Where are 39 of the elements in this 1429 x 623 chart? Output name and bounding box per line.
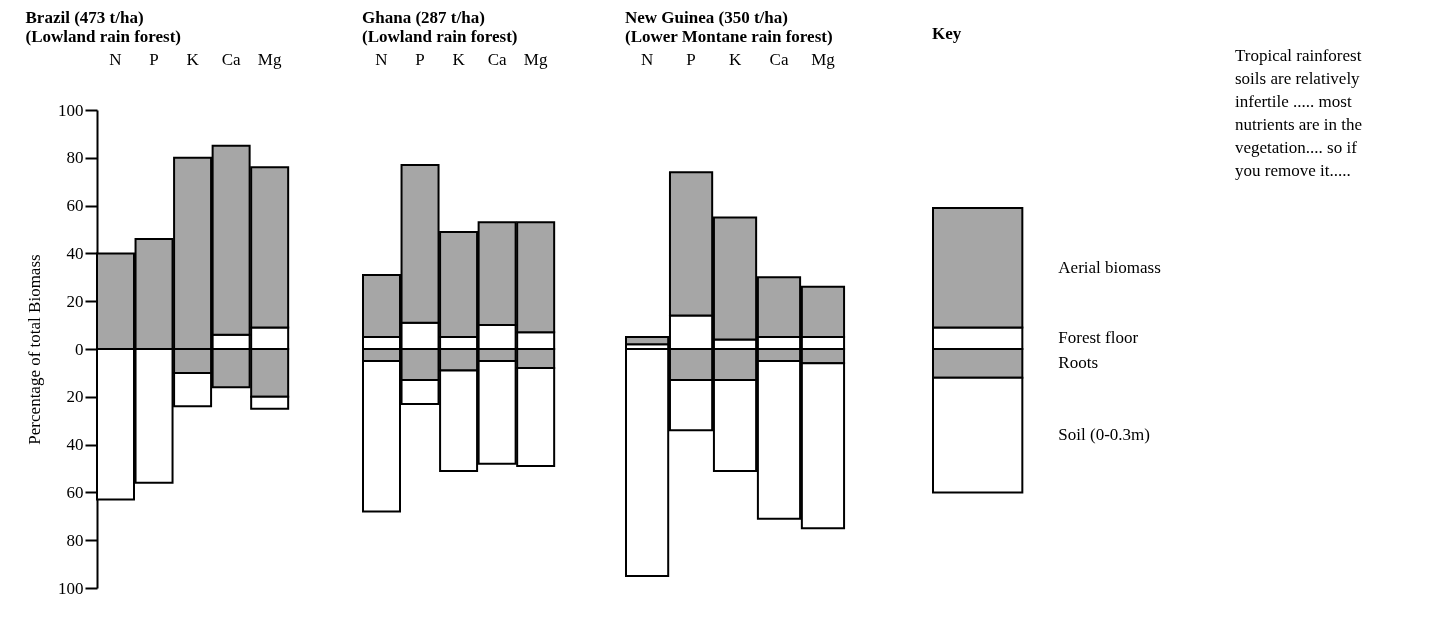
text: Soil (0-0.3m) — [1058, 425, 1150, 445]
chart-title: New Guinea (350 t/ha) — [625, 8, 788, 27]
x-tick-label: N — [109, 49, 122, 69]
text: Roots — [1058, 353, 1099, 373]
x-tick-label: K — [186, 49, 200, 69]
chart-title: Key — [932, 24, 962, 43]
y-tick-label: 100 — [58, 100, 84, 120]
x-tick-label: Ca — [487, 49, 508, 69]
y-tick-label: 20 — [66, 387, 84, 407]
y-tick-label: 80 — [66, 530, 84, 550]
text: Forest floor — [1058, 328, 1139, 348]
y-tick-label: 20 — [66, 291, 84, 311]
y-tick-label: 60 — [66, 482, 84, 502]
text: Aerial biomass — [1058, 257, 1161, 277]
x-tick-label: N — [640, 49, 654, 69]
x-tick-label: Mg — [257, 49, 282, 69]
y-tick-label: 80 — [66, 148, 84, 168]
x-tick-label: Mg — [811, 49, 836, 69]
x-tick-label: Ca — [221, 49, 242, 69]
x-tick-label: Mg — [523, 49, 548, 69]
chart-subtitle: (Lowland rain forest) — [25, 27, 182, 46]
chart-subtitle: (Lower Montane rain forest) — [625, 27, 833, 46]
text: Tropical rainforest soils are relatively infertile ..... most nutrients are in the vegetation.... so if you remove it..... — [1235, 46, 1362, 180]
y-tick-label: 60 — [66, 196, 84, 216]
x-tick-label: N — [375, 49, 388, 69]
x-tick-label: P — [149, 49, 159, 69]
chart-title: Ghana (287 t/ha) — [362, 8, 485, 27]
y-tick-label: 40 — [66, 243, 84, 263]
y-axis-title: Percentage of total Biomass — [25, 254, 44, 445]
x-tick-label: Ca — [769, 49, 789, 69]
x-tick-label: K — [728, 49, 742, 69]
y-tick-label: 100 — [58, 578, 84, 598]
y-tick-label: 40 — [66, 435, 84, 455]
x-tick-label: P — [686, 49, 696, 69]
chart-title: Brazil (473 t/ha) — [25, 8, 144, 27]
chart-subtitle: (Lowland rain forest) — [362, 27, 518, 46]
x-tick-label: K — [452, 49, 466, 69]
y-tick-label: 0 — [75, 339, 84, 359]
x-tick-label: P — [415, 49, 425, 69]
